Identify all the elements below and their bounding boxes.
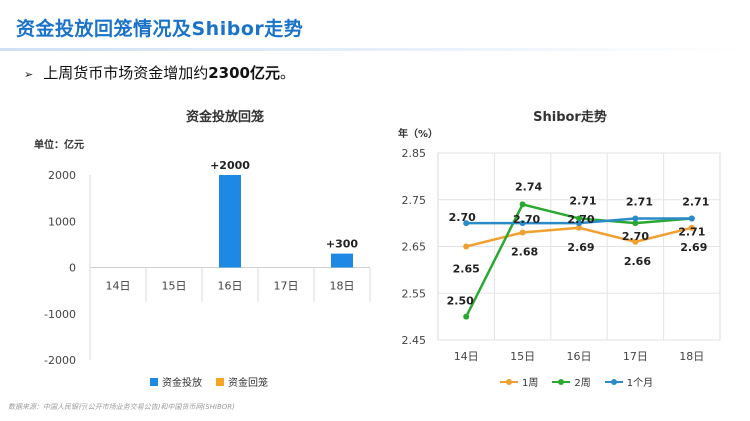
bar-data-label: +2000 [210, 159, 250, 172]
bullet-text-amount: 2300亿元 [208, 64, 280, 82]
line-point-1m [632, 215, 639, 222]
line-x-tick-label: 14日 [454, 350, 479, 363]
legend-swatch-injection [150, 377, 158, 386]
line-chart-unit-label: 年（%） [398, 129, 439, 140]
line-data-label-1m: 2.70 [567, 213, 594, 226]
bullet-arrow-icon: ➢ [24, 68, 34, 81]
bar-y-tick-label: 2000 [48, 169, 76, 182]
line-data-label-1w: 2.69 [567, 241, 594, 254]
legend-label-1m: 1个月 [626, 378, 654, 389]
legend-label-2w: 2周 [574, 378, 591, 389]
legend-swatch-2w [552, 378, 571, 385]
line-data-label-2w: 2.70 [622, 230, 649, 243]
bar-y-tick-label: 1000 [48, 215, 76, 228]
bar-y-tick-label: 0 [69, 262, 76, 275]
line-point-2w [632, 220, 639, 227]
line-data-label-1m: 2.71 [626, 195, 653, 208]
bar-data-label: +300 [326, 238, 359, 251]
bar-x-tick-label: 15日 [162, 280, 187, 293]
line-chart-title: Shibor走势 [533, 110, 607, 125]
line-data-label-2w: 2.71 [569, 194, 596, 207]
bar-chart-unit-label: 单位：亿元 [34, 140, 84, 151]
data-source-note: 数据来源：中国人民银行(公开市场业务交易公告)和中国货币网(SHIBOR) [8, 403, 235, 411]
line-data-label-1m: 2.70 [449, 211, 476, 224]
bullet-text-suffix: 。 [279, 64, 295, 82]
bar-mark-injection [219, 175, 241, 268]
bar-x-tick-label: 18日 [330, 280, 355, 293]
line-data-label-2w: 2.74 [515, 180, 542, 193]
line-data-label-1w: 2.68 [511, 245, 538, 258]
bullet-text-prefix: 上周货币市场资金增加约 [43, 64, 209, 82]
bar-mark-injection [331, 253, 353, 268]
bar-y-tick-label: -1000 [44, 308, 76, 321]
line-x-tick-label: 18日 [679, 350, 704, 363]
line-point-1w [688, 224, 695, 231]
bar-chart: 2000 1000 0 -1000 -2000 14日 15日 16日 17日 18日 +2000 +… [44, 159, 371, 367]
bar-y-tick-label: -2000 [44, 354, 76, 367]
legend-item-1m: 1个月 [604, 374, 654, 389]
line-chart-legend: 1周 2周 1个月 [500, 374, 653, 389]
legend-label-1w: 1周 [522, 378, 539, 389]
line-data-label-1w: 2.66 [624, 255, 651, 268]
bar-x-tick-label: 16日 [218, 280, 243, 293]
line-data-label-2w: 2.71 [678, 225, 705, 238]
legend-label-injection: 资金投放 [162, 378, 202, 389]
line-point-1w [632, 238, 639, 245]
bar-x-tick-label: 14日 [106, 280, 131, 293]
bar-chart-legend: 资金投放 资金回笼 [150, 374, 268, 389]
legend-swatch-withdrawal [216, 377, 224, 386]
line-chart: 2.85 2.75 2.65 2.55 2.45 14日 15日 16日 17日 18日 2.65 2… [402, 147, 721, 363]
line-data-label-2w: 2.50 [447, 295, 474, 308]
line-y-tick-label: 2.55 [402, 287, 427, 300]
line-point-2w [576, 215, 582, 222]
line-y-tick-label: 2.65 [402, 241, 427, 254]
line-data-label-1w: 2.69 [680, 241, 707, 254]
line-point-1w [463, 243, 470, 250]
line-x-tick-label: 16日 [567, 350, 592, 363]
line-x-tick-label: 17日 [623, 350, 648, 363]
title-underline [0, 48, 750, 51]
legend-label-withdrawal: 资金回笼 [228, 378, 268, 389]
legend-swatch-1w [500, 378, 518, 385]
line-y-tick-label: 2.85 [402, 147, 427, 160]
legend-item-2w: 2周 [552, 374, 591, 389]
line-point-1m [576, 220, 582, 227]
line-point-1w [576, 224, 582, 231]
line-point-2w [463, 313, 470, 320]
page-title: 资金投放回笼情况及Shibor走势 [16, 18, 304, 40]
line-point-1w [519, 229, 526, 236]
line-x-tick-label: 15日 [510, 350, 535, 363]
line-y-tick-label: 2.75 [402, 194, 427, 207]
line-point-2w [519, 201, 526, 208]
legend-item-injection: 资金投放 [150, 374, 202, 389]
bar-x-tick-label: 17日 [274, 280, 299, 293]
legend-item-withdrawal: 资金回笼 [216, 374, 268, 389]
line-data-label-1m: 2.70 [513, 213, 540, 226]
summary-bullet: ➢ 上周货币市场资金增加约2300亿元。 [24, 62, 295, 83]
legend-item-1w: 1周 [500, 374, 538, 389]
line-point-1m [519, 220, 526, 227]
bar-chart-title: 资金投放回笼 [185, 110, 264, 125]
line-point-1m [463, 220, 470, 227]
legend-swatch-1m [604, 378, 623, 385]
line-data-label-1w: 2.65 [453, 263, 480, 276]
line-data-label-1m: 2.71 [682, 195, 709, 208]
line-y-tick-label: 2.45 [402, 334, 427, 347]
line-point-1m [688, 215, 695, 222]
